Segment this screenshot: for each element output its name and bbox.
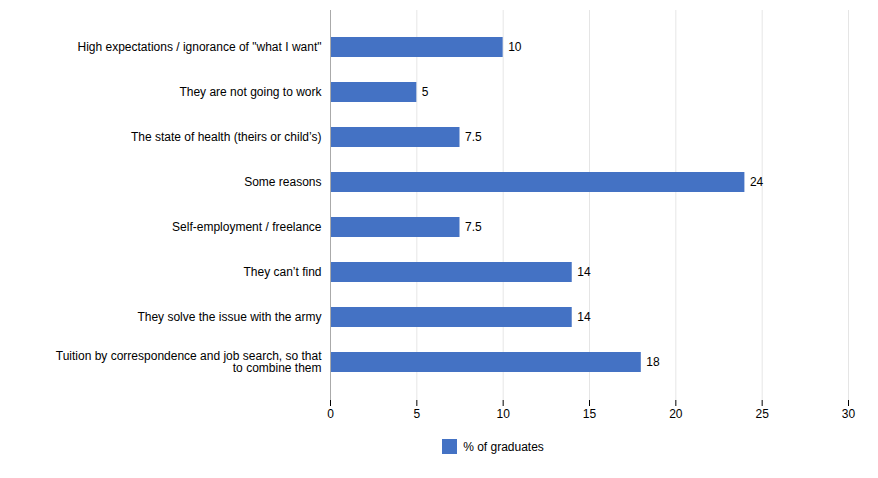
svg-text:24: 24	[750, 175, 764, 189]
svg-text:They can’t find: They can’t find	[243, 265, 321, 279]
svg-text:They solve the issue with the: They solve the issue with the army	[137, 310, 321, 324]
svg-text:18: 18	[646, 355, 660, 369]
svg-text:7.5: 7.5	[465, 220, 482, 234]
svg-text:20: 20	[669, 407, 683, 421]
svg-text:Tuition by correspondence and: Tuition by correspondence and job search…	[56, 349, 322, 375]
svg-text:Some reasons: Some reasons	[244, 175, 321, 189]
svg-text:High expectations / ignorance: High expectations / ignorance of "what I…	[78, 40, 322, 54]
svg-text:They are not going to work: They are not going to work	[179, 85, 322, 99]
svg-text:5: 5	[413, 407, 420, 421]
svg-text:30: 30	[842, 407, 856, 421]
svg-text:10: 10	[508, 40, 522, 54]
svg-text:15: 15	[583, 407, 597, 421]
html-text:% of graduates: % of graduates	[463, 439, 544, 454]
svg-text:Self-employment / freelance: Self-employment / freelance	[172, 220, 322, 234]
svg-text:7.5: 7.5	[465, 130, 482, 144]
svg-text:The state of health (theirs or: The state of health (theirs or child’s)	[131, 130, 322, 144]
svg-text:14: 14	[577, 310, 591, 324]
svg-text:10: 10	[496, 407, 510, 421]
svg-text:14: 14	[577, 265, 591, 279]
svg-text:0: 0	[327, 407, 334, 421]
svg-text:5: 5	[422, 85, 429, 99]
svg-text:25: 25	[755, 407, 769, 421]
